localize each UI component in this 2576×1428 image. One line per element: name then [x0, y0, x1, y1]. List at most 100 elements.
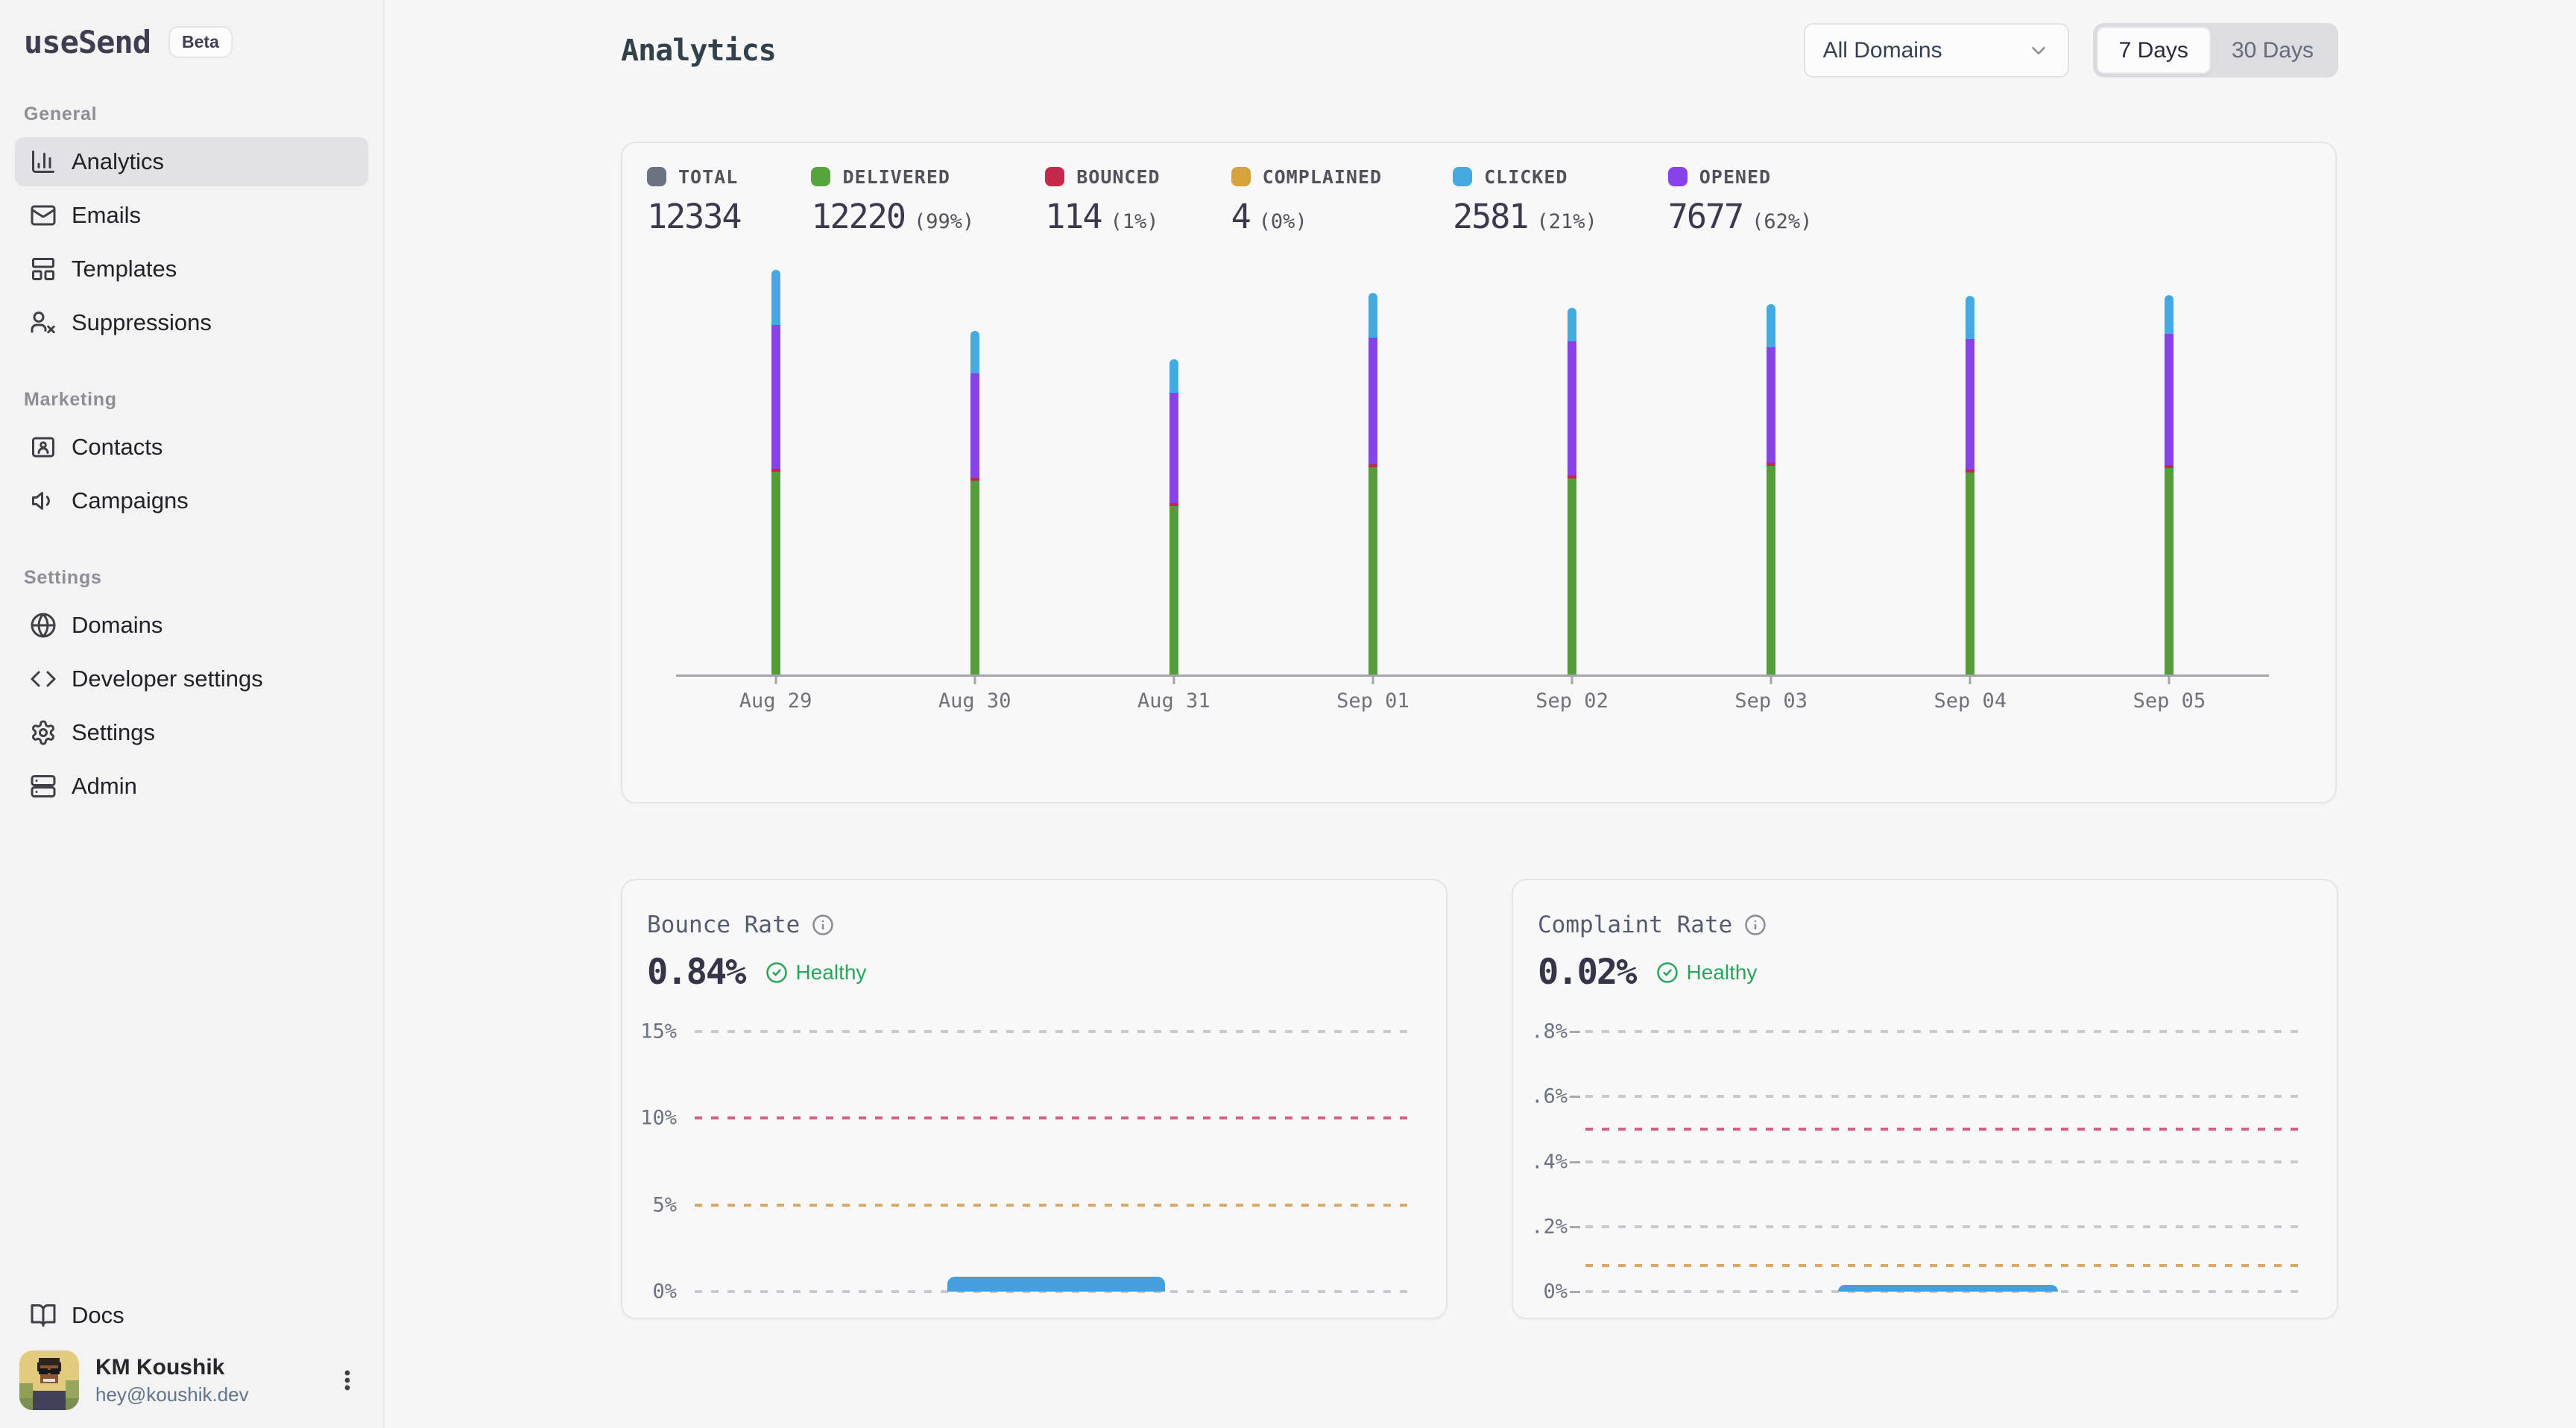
stat-opened: OPENED 7677 (62%)	[1667, 164, 1813, 236]
bounced-segment	[1169, 503, 1178, 507]
sidebar-item-developer-settings[interactable]: Developer settings	[15, 654, 368, 704]
gridline	[1585, 1160, 2307, 1163]
sidebar-item-contacts[interactable]: Contacts	[15, 423, 368, 472]
sidebar-item-label: Emails	[72, 202, 142, 228]
bar-sep-05	[2165, 295, 2174, 674]
bounce-status-badge: Healthy	[765, 961, 866, 985]
bar-sep-02	[1568, 308, 1577, 674]
check-circle-icon	[1656, 961, 1679, 984]
gear-icon	[30, 719, 57, 746]
bounce-rate-header: Bounce Rate	[647, 912, 834, 938]
stat-clicked: CLICKED 2581 (21%)	[1453, 164, 1597, 236]
sidebar-section-label: General	[24, 104, 98, 124]
page-title: Analytics	[621, 33, 777, 68]
opened-segment	[970, 373, 979, 478]
bar-sep-01	[1368, 293, 1377, 674]
legend-dot	[647, 167, 666, 186]
y-axis-label: 5%	[652, 1193, 677, 1217]
sidebar-item-templates[interactable]: Templates	[15, 244, 368, 294]
threshold-line	[1585, 1264, 2307, 1268]
x-axis-tick	[1570, 674, 1573, 684]
sidebar-section: General Analytics Emails Templates Suppressi…	[15, 104, 368, 347]
email-events-card: TOTAL 12334 DELIVERED 12220 (99%) BOUNCED 114 (…	[621, 142, 2337, 803]
range-7-days[interactable]: 7 Days	[2096, 27, 2211, 74]
brand-row: useSend Beta	[15, 18, 368, 60]
user-options-button[interactable]	[331, 1358, 364, 1403]
complaint-rate-card: Complaint Rate 0.02% Healthy .8% .6% .4% .2…	[1512, 879, 2338, 1319]
sidebar-item-label: Developer settings	[72, 666, 263, 692]
sidebar-item-settings[interactable]: Settings	[15, 708, 368, 757]
stat-label: OPENED	[1699, 165, 1772, 188]
mail-icon	[30, 202, 57, 229]
server-icon	[30, 773, 57, 800]
sidebar-item-label: Suppressions	[72, 309, 212, 335]
complaint-status-text: Healthy	[1686, 960, 1758, 984]
sidebar-item-admin[interactable]: Admin	[15, 762, 368, 811]
bar-sep-04	[1966, 296, 1975, 674]
y-axis-label: 15%	[640, 1020, 677, 1043]
complaint-rate-value: 0.02%	[1538, 952, 1637, 993]
domain-filter-value: All Domains	[1822, 37, 1942, 63]
stat-value: 4	[1231, 197, 1251, 236]
delivered-segment	[771, 471, 780, 674]
page-header: Analytics All Domains 7 Days 30 Days	[621, 23, 2338, 78]
stat-bounced: BOUNCED 114 (1%)	[1045, 164, 1160, 236]
complaint-rate-chart: .8% .6% .4% .2% 0%	[1531, 1020, 2307, 1304]
domain-filter-select[interactable]: All Domains	[1803, 23, 2069, 78]
gridline	[695, 1290, 1416, 1293]
app-logo: useSend	[24, 24, 151, 60]
bounced-segment	[771, 468, 780, 472]
stat-percentage: (99%)	[913, 210, 975, 233]
clicked-segment	[2165, 295, 2174, 335]
stat-value: 114	[1045, 197, 1102, 236]
stat-percentage: (21%)	[1536, 210, 1597, 233]
range-30-days[interactable]: 30 Days	[2231, 37, 2314, 63]
stats-legend-row: TOTAL 12334 DELIVERED 12220 (99%) BOUNCED 114 (…	[647, 164, 1812, 236]
opened-segment	[771, 324, 780, 469]
x-axis-label: Sep 03	[1734, 689, 1808, 713]
sidebar-item-analytics[interactable]: Analytics	[15, 137, 368, 186]
stat-percentage: (62%)	[1752, 210, 1813, 233]
bounce-status-text: Healthy	[795, 960, 867, 984]
sidebar-item-campaigns[interactable]: Campaigns	[15, 476, 368, 525]
delivered-segment	[1169, 506, 1178, 674]
info-icon[interactable]	[1744, 914, 1767, 936]
bounced-segment	[2165, 465, 2174, 469]
bounce-rate-value-row: 0.84% Healthy	[647, 952, 866, 993]
clicked-segment	[970, 331, 979, 374]
sidebar-item-label: Settings	[72, 719, 156, 745]
user-x-icon	[30, 309, 57, 336]
gridline	[695, 1116, 1416, 1120]
y-axis-tick	[1570, 1291, 1580, 1293]
x-axis-label: Aug 31	[1137, 689, 1210, 713]
sidebar-item-label: Domains	[72, 612, 163, 638]
contact-card-icon	[30, 434, 57, 461]
sidebar-item-docs[interactable]: Docs	[15, 1291, 368, 1340]
sidebar-section-label: Settings	[24, 567, 102, 588]
stat-complained: COMPLAINED 4 (0%)	[1231, 164, 1383, 236]
complaint-rate-value-row: 0.02% Healthy	[1538, 952, 1757, 993]
clicked-segment	[1169, 358, 1178, 394]
bounce-rate-bar	[947, 1277, 1166, 1292]
stat-percentage: (0%)	[1258, 210, 1307, 233]
info-icon[interactable]	[812, 914, 834, 936]
stat-label: DELIVERED	[842, 165, 950, 188]
sidebar-item-suppressions[interactable]: Suppressions	[15, 298, 368, 347]
sidebar-item-emails[interactable]: Emails	[15, 191, 368, 240]
bounce-rate-card: Bounce Rate 0.84% Healthy 15% 10% 5% 0%	[621, 879, 1448, 1319]
gridline	[1585, 1290, 2307, 1293]
legend-dot	[1045, 167, 1065, 186]
sidebar-spacer	[15, 853, 368, 1291]
sidebar-item-domains[interactable]: Domains	[15, 601, 368, 650]
user-menu[interactable]: KM Koushik hey@koushik.dev	[15, 1350, 368, 1410]
x-axis-tick	[2168, 674, 2171, 684]
bar-chart-icon	[30, 148, 57, 175]
code-icon	[30, 666, 57, 692]
complaint-rate-title: Complaint Rate	[1538, 912, 1733, 938]
sidebar-item-label: Templates	[72, 256, 177, 282]
delivered-segment	[1368, 467, 1377, 674]
clicked-segment	[771, 270, 780, 325]
bounced-segment	[1368, 464, 1377, 467]
y-axis-label: 10%	[640, 1106, 677, 1130]
sidebar-item-label: Contacts	[72, 434, 163, 460]
